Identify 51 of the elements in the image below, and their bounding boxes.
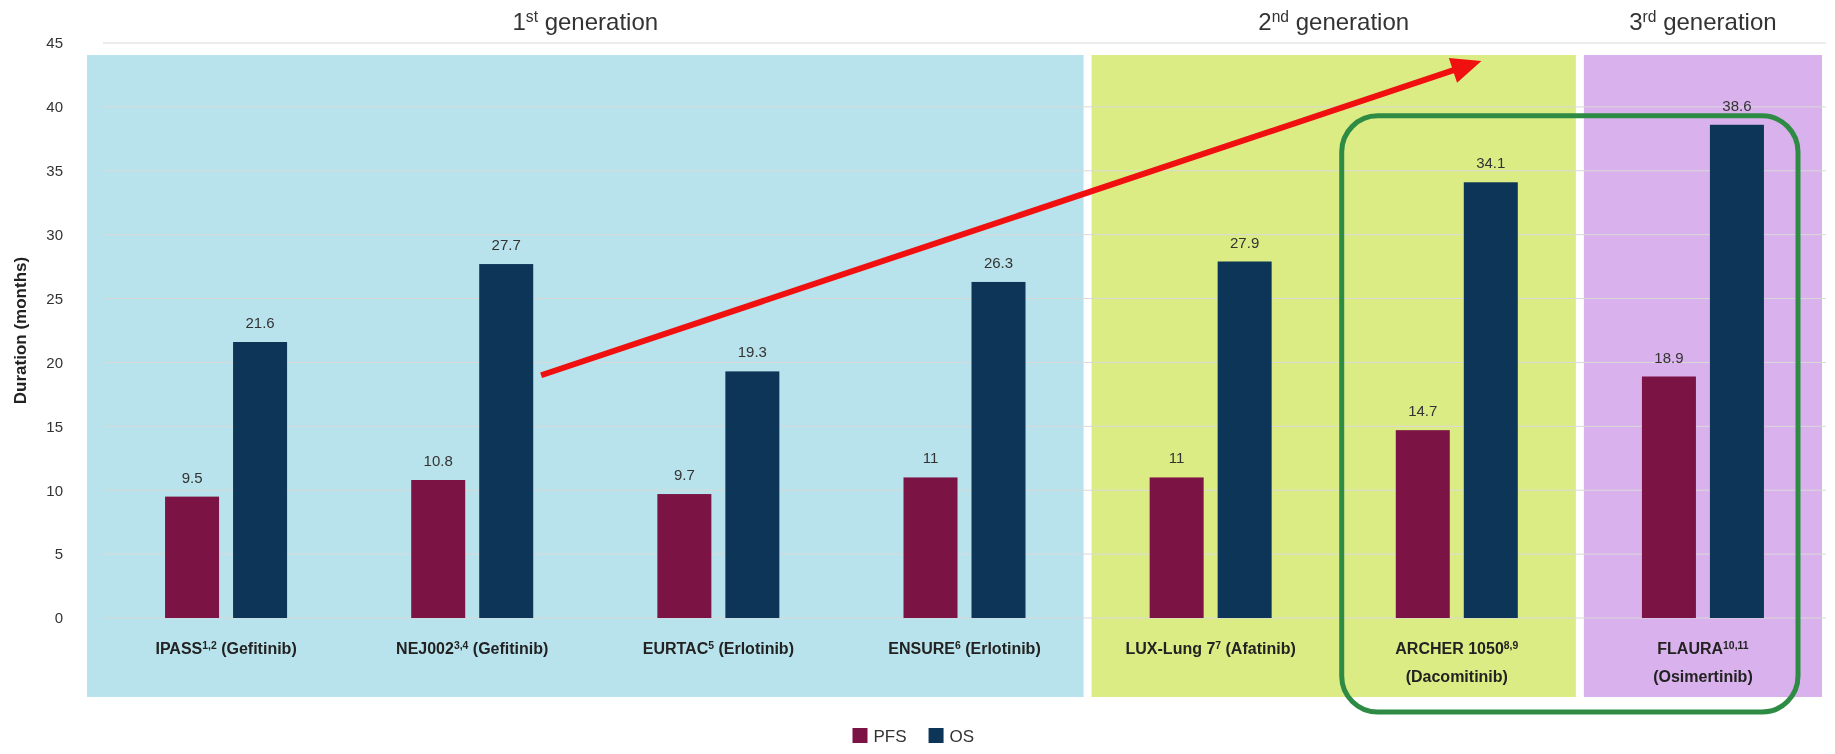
band-label: 2$^{nd}$ generation	[1258, 7, 1410, 35]
bar	[903, 477, 958, 618]
data-label: 27.7	[491, 236, 521, 254]
bar	[233, 342, 288, 618]
data-label: 38.6	[1722, 96, 1752, 114]
data-label: 11	[922, 449, 939, 467]
y-tick-label: 10	[46, 481, 63, 499]
category-label: ARCHER 1050$^{8,9}$ (Dacomitinib)	[1395, 639, 1519, 685]
bar	[165, 496, 220, 618]
y-tick-label: 20	[46, 353, 63, 371]
legend-label: OS	[949, 727, 975, 746]
band-label: 1$^{st}$ generation	[512, 7, 659, 35]
y-tick-label: 45	[46, 34, 63, 52]
data-label: 14.7	[1408, 402, 1438, 420]
y-tick-label: 25	[46, 289, 63, 307]
data-label: 19.3	[737, 343, 767, 361]
bar	[1217, 261, 1272, 618]
y-tick-label: 35	[46, 162, 63, 180]
bar	[725, 371, 780, 618]
bar	[1149, 477, 1204, 618]
x-tick-label: EURTAC$^{5}$ (Erlotinib)	[642, 639, 794, 657]
y-axis-title: Duration (months)	[11, 256, 30, 405]
y-tick-label: 0	[54, 609, 63, 627]
x-tick-label: NEJ002$^{3,4}$ (Gefitinib)	[396, 639, 549, 657]
bar	[1641, 376, 1696, 618]
bar	[1709, 124, 1764, 618]
band-label: 3$^{rd}$ generation	[1629, 7, 1777, 35]
data-label: 27.9	[1230, 233, 1260, 251]
data-label: 9.5	[181, 468, 203, 486]
bar	[657, 494, 712, 618]
y-tick-label: 5	[54, 545, 63, 563]
data-label: 10.8	[423, 452, 453, 469]
bar	[1395, 430, 1450, 618]
x-tick-label: LUX-Lung 7$^{7}$ (Afatinib)	[1125, 639, 1296, 657]
data-label: 9.7	[673, 466, 695, 484]
data-label: 26.3	[983, 253, 1014, 271]
data-label: 34.1	[1476, 154, 1506, 172]
x-tick-label: IPASS$^{1,2}$ (Gefitinib)	[155, 639, 297, 657]
legend-label: PFS	[873, 727, 907, 746]
data-label: 11	[1168, 449, 1185, 467]
x-tick-label: ENSURE$^{6}$ (Erlotinib)	[888, 639, 1041, 657]
y-tick-label: 30	[46, 225, 63, 243]
category-label: FLAURA$^{10,11}$ (Osimertinib)	[1653, 639, 1753, 685]
bar	[411, 480, 466, 618]
bar	[479, 264, 534, 618]
y-tick-label: 15	[46, 417, 63, 435]
bar	[971, 281, 1026, 618]
data-label: 18.9	[1654, 348, 1684, 366]
y-tick-label: 40	[46, 98, 63, 116]
data-label: 21.6	[245, 314, 275, 331]
bar	[1463, 182, 1518, 618]
